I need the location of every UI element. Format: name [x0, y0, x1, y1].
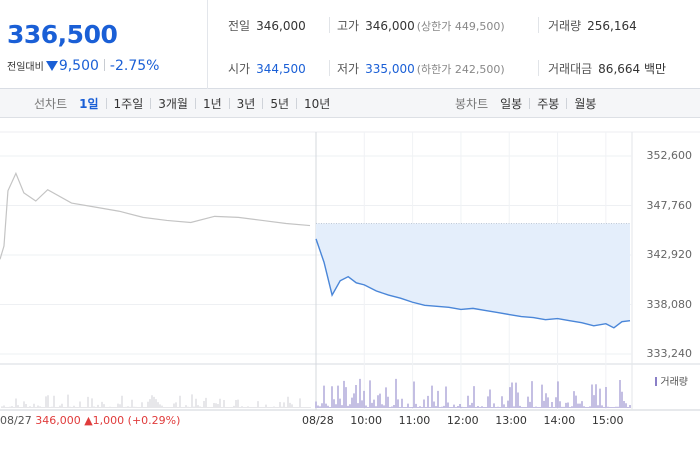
stat-open: 시가 344,500: [228, 60, 306, 76]
stat-divider: [538, 17, 539, 33]
tab-divider: [194, 98, 196, 109]
stat-divider: [538, 60, 539, 76]
today-area-fill: [316, 223, 630, 328]
tab-divider: [296, 98, 298, 109]
chart-period-tabs: 선차트 1일 1주일 3개월 1년 3년 5년 10년 봉차트 일봉 주봉 월봉: [0, 89, 700, 118]
prev-day-close: 346,000: [35, 414, 81, 427]
tab-divider: [150, 98, 152, 109]
change-divider: [103, 59, 105, 71]
stat-label: 고가: [337, 19, 360, 33]
stat-label: 거래량: [548, 19, 582, 33]
tab-daily[interactable]: 일봉: [500, 97, 523, 111]
stat-value: 346,000: [256, 19, 306, 33]
change-amount: 9,500: [58, 58, 99, 74]
stat-high: 고가 346,000 (상한가 449,500): [337, 17, 505, 33]
tab-divider: [529, 98, 531, 109]
prev-day-summary: 08/27 346,000 ▲1,000 (+0.29%): [0, 414, 180, 427]
change-label: 전일대비: [7, 62, 44, 73]
stat-divider: [329, 17, 330, 33]
intraday-chart[interactable]: 352,600 347,760 342,920 338,080 333,240 08/2…: [0, 118, 700, 450]
y-tick-label: 347,760: [646, 198, 693, 212]
tab-divider: [262, 98, 264, 109]
today-price-line: [315, 238, 631, 329]
stat-amount: 거래대금 86,664 백만: [548, 60, 666, 76]
x-tick-label: 08/28: [302, 414, 334, 427]
y-tick-label: 338,080: [646, 297, 693, 311]
volume-swatch: [655, 377, 658, 386]
y-tick-label: 333,240: [646, 347, 693, 360]
stat-low: 저가 335,000 (하한가 242,500): [337, 60, 505, 76]
prev-day-line: [0, 171, 311, 260]
tab-divider: [566, 98, 568, 109]
stat-upper-limit: (상한가 449,500): [416, 20, 505, 33]
tab-divider: [105, 98, 107, 109]
tab-3m[interactable]: 3개월: [158, 97, 188, 111]
current-price: 336,500: [7, 20, 118, 49]
x-tick-label: 15:00: [591, 414, 624, 427]
tab-1d[interactable]: 1일: [79, 97, 99, 111]
stat-label: 저가: [337, 62, 360, 76]
prev-day-change-pct: (+0.29%): [127, 414, 181, 427]
tab-divider: [228, 98, 230, 109]
down-arrow-icon: [45, 61, 58, 71]
candle-chart-tabs: 봉차트 일봉 주봉 월봉: [455, 89, 596, 118]
x-tick-label: 14:00: [543, 414, 576, 427]
chart-canvas: [0, 131, 700, 411]
y-tick-label: 352,600: [646, 149, 693, 162]
x-tick-label: 10:00: [350, 414, 382, 427]
x-tick-label: 11:00: [398, 414, 431, 427]
volume-legend-label: 거래량: [660, 377, 688, 388]
y-tick-label: 342,920: [646, 248, 693, 261]
tab-10y[interactable]: 10년: [304, 97, 331, 111]
candle-chart-title: 봉차트: [455, 97, 489, 111]
x-tick-label: 13:00: [495, 414, 527, 427]
x-tick-label: 12:00: [446, 414, 479, 427]
change-percent: -2.75%: [109, 58, 160, 74]
stat-value: 346,000: [365, 19, 415, 33]
stat-prev-close: 전일 346,000: [228, 17, 306, 33]
stat-lower-limit: (하한가 242,500): [416, 63, 505, 76]
line-chart-title: 선차트: [34, 97, 68, 111]
quote-header: 336,500 전일대비 9,500 -2.75% 전일 346,000 고가 346,…: [0, 0, 700, 89]
tab-weekly[interactable]: 주봉: [537, 97, 560, 111]
stat-volume: 거래량 256,164: [548, 17, 637, 33]
stat-value: 344,500: [256, 62, 306, 76]
volume-legend: 거래량: [655, 373, 688, 388]
stat-label: 거래대금: [548, 62, 593, 76]
stat-value: 335,000: [365, 62, 415, 76]
tab-1w[interactable]: 1주일: [113, 97, 144, 111]
change-row: 전일대비 9,500 -2.75%: [7, 55, 160, 74]
stat-label: 시가: [228, 62, 251, 76]
tab-5y[interactable]: 5년: [270, 97, 290, 111]
price-summary: 336,500 전일대비 9,500 -2.75%: [0, 0, 208, 89]
stat-divider: [329, 60, 330, 76]
tab-monthly[interactable]: 월봉: [574, 97, 597, 111]
tab-3y[interactable]: 3년: [236, 97, 256, 111]
prev-day-change: ▲1,000: [84, 414, 125, 427]
stat-label: 전일: [228, 19, 251, 33]
stat-value: 86,664 백만: [598, 62, 667, 76]
line-chart-tabs: 선차트 1일 1주일 3개월 1년 3년 5년 10년: [34, 89, 330, 118]
prev-day-date: 08/27: [0, 414, 32, 427]
stat-value: 256,164: [587, 19, 637, 33]
tab-1y[interactable]: 1년: [202, 97, 222, 111]
